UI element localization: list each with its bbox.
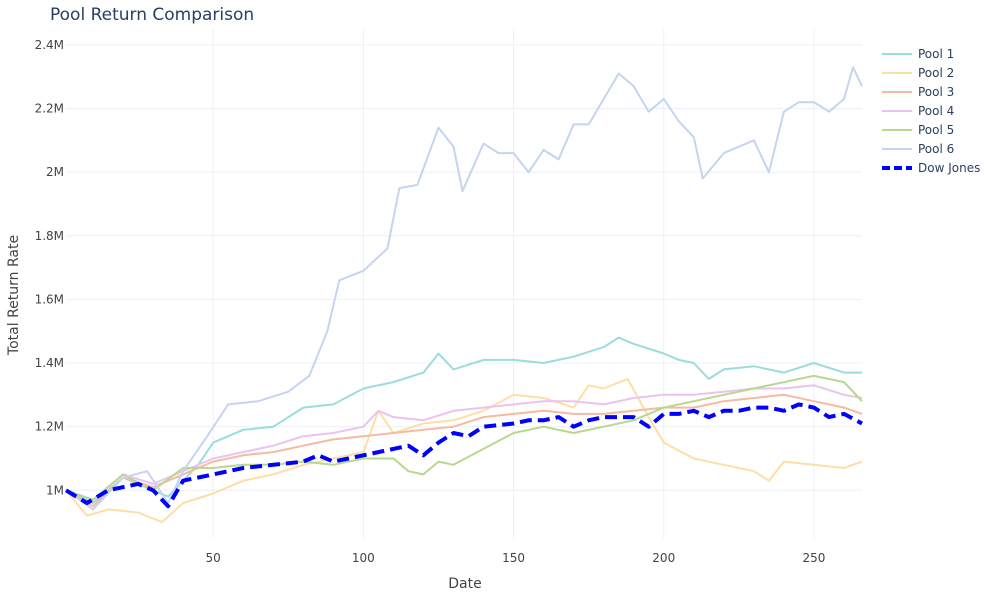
legend-item-pool-1[interactable]: Pool 1 [882,47,954,61]
legend-item-pool-5[interactable]: Pool 5 [882,123,954,137]
x-tick-label: 50 [206,551,221,565]
x-tick-label: 150 [502,551,525,565]
grid-layer [66,29,862,538]
y-tick-label: 1.2M [35,420,64,434]
legend-label: Pool 6 [918,142,954,156]
legend-item-pool-2[interactable]: Pool 2 [882,66,954,80]
x-tick-label: 200 [652,551,675,565]
y-tick-label: 1M [46,483,64,497]
series-line-pool-6[interactable] [65,66,863,511]
legend-label: Pool 3 [918,85,954,99]
series-line-pool-2[interactable] [65,377,863,524]
legend-label: Pool 5 [918,123,954,137]
series-layer [64,66,863,524]
y-tick-label: 1.4M [35,356,64,370]
legend-item-pool-6[interactable]: Pool 6 [882,142,954,156]
series-line-pool-4[interactable] [65,384,863,501]
x-tick-label: 250 [802,551,825,565]
series-line-dow-jones[interactable] [64,402,863,509]
legend-label: Pool 2 [918,66,954,80]
legend[interactable]: Pool 1 Pool 2 Pool 3 Pool 4 Pool 5 Pool 6 Dow … [882,47,980,175]
y-tick-label: 2M [46,165,64,179]
legend-item-pool-3[interactable]: Pool 3 [882,85,954,99]
y-tick-label: 2.4M [35,38,64,52]
series-line-pool-5[interactable] [65,374,863,501]
series-line-pool-1[interactable] [65,336,862,504]
y-tick-label: 1.6M [35,292,64,306]
x-axis-label: Date [448,576,481,592]
tick-layer: 1M 1.2M 1.4M 1.6M 1.8M 2M 2.2M 2.4M 50 100 150 200 2… [35,38,826,565]
chart-title: Pool Return Comparison [50,5,254,25]
legend-label: Pool 4 [918,104,954,118]
legend-item-dow-jones[interactable]: Dow Jones [882,161,980,175]
legend-label: Dow Jones [918,161,980,175]
y-tick-label: 2.2M [35,102,64,116]
y-tick-label: 1.8M [35,229,64,243]
legend-item-pool-4[interactable]: Pool 4 [882,104,954,118]
legend-label: Pool 1 [918,47,954,61]
y-axis-label: Total Return Rate [6,235,22,356]
x-tick-label: 100 [352,551,375,565]
